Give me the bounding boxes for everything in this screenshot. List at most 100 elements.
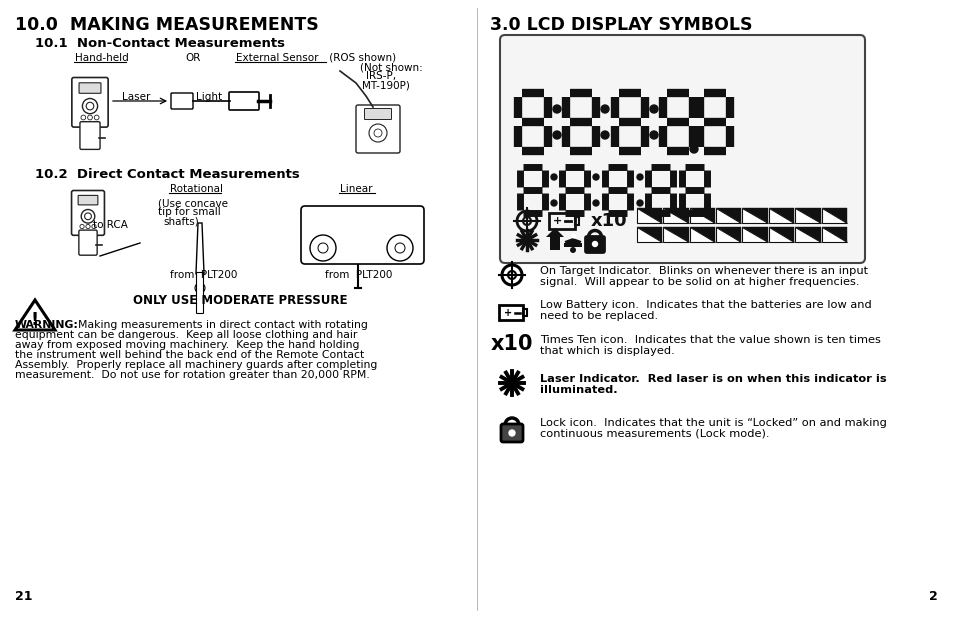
Text: ONLY USE MODERATE PRESSURE: ONLY USE MODERATE PRESSURE — [132, 295, 347, 308]
Text: continuous measurements (Lock mode).: continuous measurements (Lock mode). — [539, 429, 769, 439]
Polygon shape — [689, 227, 715, 242]
Polygon shape — [15, 300, 55, 330]
Text: Linear: Linear — [339, 184, 372, 194]
Circle shape — [593, 200, 598, 206]
Polygon shape — [662, 208, 688, 223]
FancyBboxPatch shape — [71, 190, 104, 235]
FancyBboxPatch shape — [500, 424, 522, 442]
Text: the instrument well behind the back end of the Remote Contact: the instrument well behind the back end … — [15, 350, 364, 360]
Text: measurement.  Do not use for rotation greater than 20,000 RPM.: measurement. Do not use for rotation gre… — [15, 370, 370, 380]
Text: tip for small: tip for small — [158, 207, 220, 217]
Text: from  PLT200: from PLT200 — [325, 270, 392, 280]
Polygon shape — [741, 208, 767, 223]
Polygon shape — [716, 227, 740, 242]
Polygon shape — [689, 208, 715, 223]
Text: WARNING:: WARNING: — [15, 320, 79, 330]
FancyBboxPatch shape — [364, 109, 391, 119]
Text: (ROS shown): (ROS shown) — [326, 53, 395, 63]
Polygon shape — [821, 227, 846, 242]
Polygon shape — [637, 208, 661, 223]
Text: +: + — [503, 308, 512, 318]
Bar — [522, 309, 526, 316]
Text: +: + — [553, 216, 562, 226]
Circle shape — [553, 131, 560, 139]
Polygon shape — [768, 208, 794, 223]
Text: 10.0  MAKING MEASUREMENTS: 10.0 MAKING MEASUREMENTS — [15, 16, 318, 34]
Circle shape — [593, 174, 598, 180]
FancyBboxPatch shape — [499, 35, 864, 263]
Text: equipment can be dangerous.  Keep all loose clothing and hair: equipment can be dangerous. Keep all loo… — [15, 330, 357, 340]
Text: MT-190P): MT-190P) — [361, 80, 410, 90]
Text: signal.  Will appear to be solid on at higher frequencies.: signal. Will appear to be solid on at hi… — [539, 277, 859, 287]
Text: to RCA: to RCA — [92, 220, 128, 230]
Circle shape — [81, 210, 94, 223]
Text: x10: x10 — [490, 334, 533, 354]
Circle shape — [387, 235, 413, 261]
Polygon shape — [741, 227, 767, 242]
Text: away from exposed moving machinery.  Keep the hand holding: away from exposed moving machinery. Keep… — [15, 340, 359, 350]
FancyBboxPatch shape — [171, 93, 193, 109]
Text: Low Battery icon.  Indicates that the batteries are low and: Low Battery icon. Indicates that the bat… — [539, 300, 871, 310]
Circle shape — [689, 145, 698, 153]
FancyBboxPatch shape — [229, 92, 258, 110]
Circle shape — [551, 174, 557, 180]
Text: !: ! — [30, 311, 39, 329]
FancyBboxPatch shape — [80, 122, 100, 150]
FancyBboxPatch shape — [196, 273, 203, 313]
Polygon shape — [795, 227, 820, 242]
Polygon shape — [795, 208, 820, 223]
Circle shape — [82, 98, 97, 114]
Circle shape — [637, 174, 642, 180]
Circle shape — [569, 247, 576, 253]
Text: Laser Indicator.  Red laser is on when this indicator is: Laser Indicator. Red laser is on when th… — [539, 374, 885, 384]
Circle shape — [88, 115, 92, 120]
Circle shape — [81, 115, 86, 120]
Text: Hand-held: Hand-held — [75, 53, 129, 63]
Circle shape — [94, 115, 99, 120]
Circle shape — [91, 224, 96, 229]
Text: Times Ten icon.  Indicates that the value shown is ten times: Times Ten icon. Indicates that the value… — [539, 335, 880, 345]
Polygon shape — [821, 227, 846, 242]
Text: Rotational: Rotational — [170, 184, 223, 194]
Circle shape — [310, 235, 335, 261]
Polygon shape — [637, 208, 661, 223]
Polygon shape — [716, 208, 740, 223]
Polygon shape — [662, 208, 688, 223]
Polygon shape — [637, 227, 661, 242]
Text: 10.2  Direct Contact Measurements: 10.2 Direct Contact Measurements — [35, 168, 299, 181]
Polygon shape — [821, 208, 846, 223]
Text: illuminated.: illuminated. — [539, 385, 617, 395]
Circle shape — [600, 131, 608, 139]
Polygon shape — [545, 228, 563, 237]
Text: Light: Light — [195, 92, 222, 102]
Polygon shape — [795, 227, 820, 242]
Text: Lock icon.  Indicates that the unit is “Locked” on and making: Lock icon. Indicates that the unit is “L… — [539, 418, 886, 428]
Circle shape — [649, 105, 658, 113]
Text: External Sensor: External Sensor — [235, 53, 318, 63]
FancyBboxPatch shape — [79, 83, 101, 93]
Circle shape — [600, 105, 608, 113]
Text: IRS-P,: IRS-P, — [366, 71, 395, 81]
Circle shape — [374, 129, 381, 137]
Text: OR: OR — [185, 53, 200, 63]
Polygon shape — [195, 273, 204, 288]
Polygon shape — [195, 223, 204, 273]
Bar — [575, 217, 578, 225]
Text: Laser: Laser — [122, 92, 151, 102]
Text: that which is displayed.: that which is displayed. — [539, 346, 674, 356]
FancyBboxPatch shape — [355, 105, 399, 153]
Text: 2: 2 — [928, 590, 937, 603]
Polygon shape — [662, 227, 688, 242]
Circle shape — [571, 234, 576, 239]
Circle shape — [86, 103, 93, 110]
Text: 10.1  Non-Contact Measurements: 10.1 Non-Contact Measurements — [35, 37, 285, 50]
Text: (Not shown:: (Not shown: — [359, 62, 422, 72]
Bar — [563, 243, 581, 247]
Text: 21: 21 — [15, 590, 32, 603]
Text: Making measurements in direct contact with rotating: Making measurements in direct contact wi… — [71, 320, 368, 330]
Text: need to be replaced.: need to be replaced. — [539, 311, 658, 321]
Polygon shape — [689, 208, 715, 223]
FancyBboxPatch shape — [585, 237, 604, 253]
Polygon shape — [795, 208, 820, 223]
Polygon shape — [768, 227, 794, 242]
